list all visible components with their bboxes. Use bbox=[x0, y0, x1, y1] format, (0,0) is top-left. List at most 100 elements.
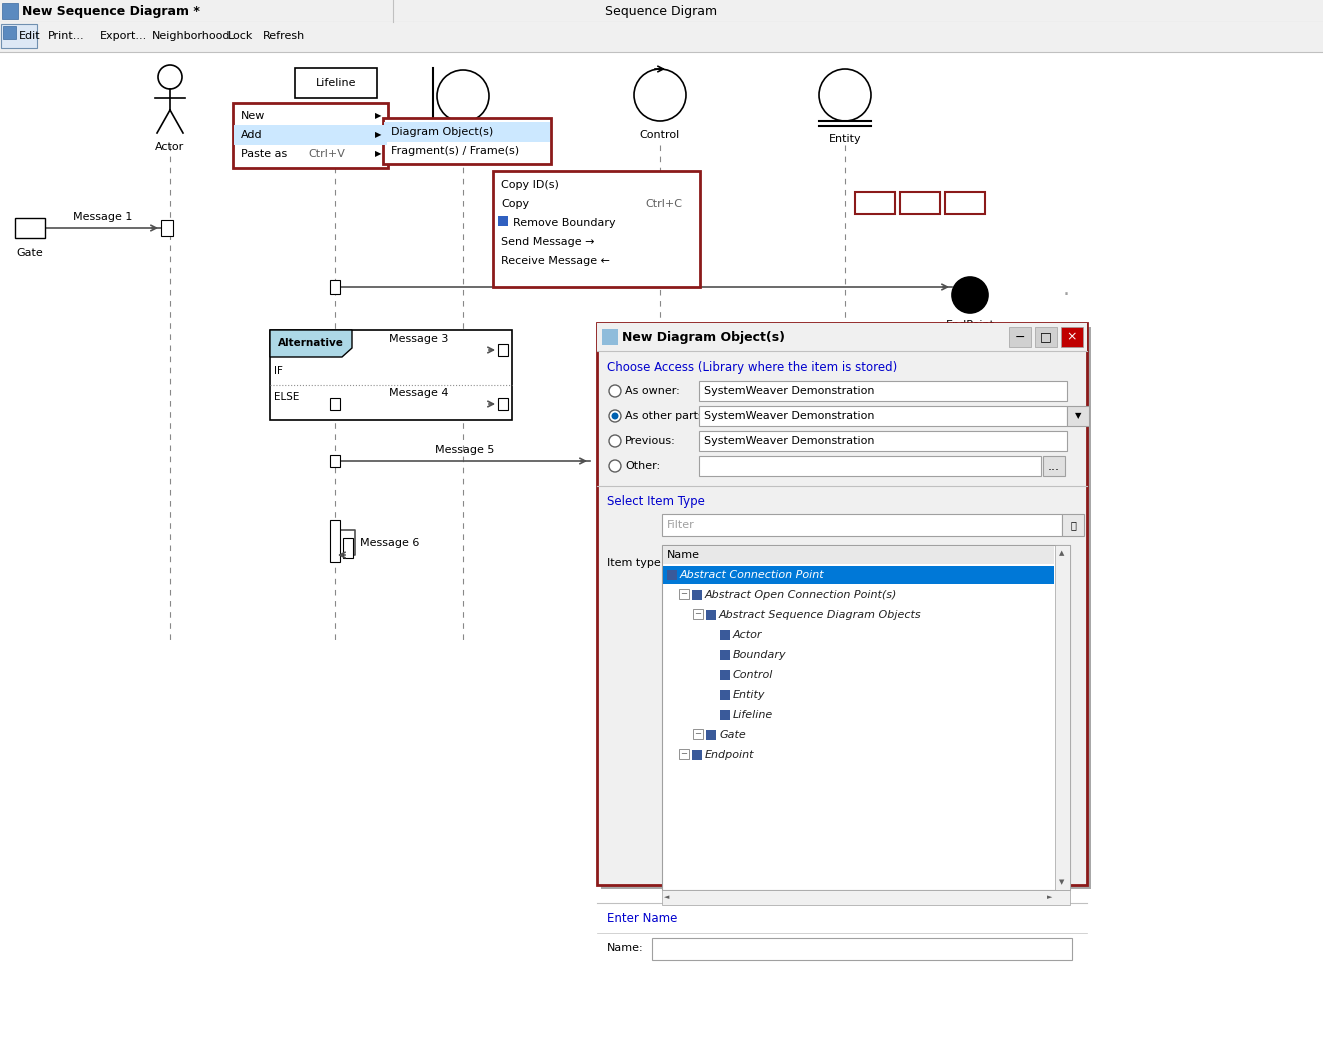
Bar bbox=[1054, 545, 1070, 889]
Text: ▼: ▼ bbox=[1060, 879, 1065, 885]
Circle shape bbox=[609, 435, 620, 447]
Text: ELSE: ELSE bbox=[274, 392, 299, 402]
Text: −: − bbox=[695, 610, 701, 618]
Bar bbox=[720, 670, 730, 680]
Text: Alternative: Alternative bbox=[278, 338, 344, 348]
Text: Receive Message ←: Receive Message ← bbox=[501, 256, 610, 266]
Bar bbox=[597, 323, 1088, 351]
Bar bbox=[3, 3, 19, 19]
Bar bbox=[497, 345, 508, 356]
Text: Message 5: Message 5 bbox=[435, 445, 495, 455]
Text: Previous:: Previous: bbox=[624, 436, 676, 446]
Text: New: New bbox=[241, 111, 266, 121]
Bar bbox=[0, 0, 1323, 22]
Circle shape bbox=[953, 277, 988, 313]
Text: Actor: Actor bbox=[155, 142, 185, 152]
Bar bbox=[900, 192, 941, 214]
Text: Paste as: Paste as bbox=[241, 149, 287, 159]
Circle shape bbox=[609, 460, 620, 472]
Bar bbox=[1035, 327, 1057, 347]
Bar bbox=[692, 590, 703, 600]
Text: 🔍: 🔍 bbox=[1070, 520, 1076, 530]
Circle shape bbox=[609, 385, 620, 397]
Text: Export...: Export... bbox=[101, 31, 147, 41]
Text: Abstract Sequence Diagram Objects: Abstract Sequence Diagram Objects bbox=[718, 610, 922, 620]
Bar bbox=[662, 545, 1070, 889]
Bar bbox=[329, 280, 340, 294]
Bar bbox=[1, 24, 37, 48]
Text: −: − bbox=[680, 750, 688, 759]
Text: New Diagram Object(s): New Diagram Object(s) bbox=[622, 331, 785, 343]
Bar bbox=[706, 610, 716, 620]
Bar bbox=[329, 345, 340, 356]
Bar bbox=[15, 218, 45, 238]
Bar bbox=[662, 514, 1062, 536]
Text: ▶: ▶ bbox=[374, 130, 381, 140]
Text: Diagram Object(s): Diagram Object(s) bbox=[392, 127, 493, 137]
Bar bbox=[234, 125, 388, 145]
Bar bbox=[699, 381, 1068, 401]
Bar bbox=[706, 730, 716, 740]
Text: As other parts:: As other parts: bbox=[624, 411, 708, 421]
Bar bbox=[693, 609, 703, 619]
Text: SystemWeaver Demonstration: SystemWeaver Demonstration bbox=[704, 436, 875, 446]
Bar bbox=[699, 406, 1068, 426]
Text: Entity: Entity bbox=[733, 690, 766, 699]
Text: Select Item Type: Select Item Type bbox=[607, 495, 705, 507]
Bar bbox=[693, 729, 703, 739]
Bar bbox=[233, 103, 388, 168]
Bar bbox=[0, 22, 1323, 52]
Text: Actor: Actor bbox=[733, 630, 762, 640]
Bar bbox=[1061, 327, 1084, 347]
Text: Message 4: Message 4 bbox=[389, 388, 448, 398]
Text: ×: × bbox=[1066, 331, 1077, 343]
Text: ...: ... bbox=[1048, 459, 1060, 473]
Bar bbox=[855, 192, 894, 214]
Text: Lifeline: Lifeline bbox=[733, 710, 773, 720]
Text: EndPoint: EndPoint bbox=[946, 321, 995, 330]
Text: −: − bbox=[695, 730, 701, 738]
Bar bbox=[720, 630, 730, 640]
Bar bbox=[497, 216, 508, 226]
Text: Remove Boundary: Remove Boundary bbox=[513, 218, 615, 228]
Text: Enter Name: Enter Name bbox=[607, 911, 677, 925]
Bar bbox=[1068, 406, 1089, 426]
Text: Message 2: Message 2 bbox=[614, 271, 673, 281]
Text: Gate: Gate bbox=[718, 730, 746, 740]
Bar bbox=[679, 589, 689, 599]
Bar bbox=[329, 520, 340, 562]
Bar bbox=[1009, 327, 1031, 347]
Bar bbox=[1043, 456, 1065, 476]
Bar bbox=[652, 938, 1072, 960]
Text: Copy: Copy bbox=[501, 199, 529, 209]
Text: Control: Control bbox=[640, 130, 680, 140]
Bar bbox=[1062, 514, 1084, 536]
Bar bbox=[343, 538, 353, 557]
Text: Lifeline: Lifeline bbox=[316, 78, 356, 88]
Bar bbox=[270, 330, 512, 420]
Text: Endpoint: Endpoint bbox=[705, 750, 754, 760]
Text: Boundary: Boundary bbox=[437, 133, 490, 143]
Bar bbox=[662, 889, 1070, 905]
Bar bbox=[720, 650, 730, 660]
Text: Send Message →: Send Message → bbox=[501, 237, 594, 247]
Text: ◄: ◄ bbox=[664, 894, 669, 900]
Text: Abstract Open Connection Point(s): Abstract Open Connection Point(s) bbox=[705, 590, 897, 600]
Text: ►: ► bbox=[1048, 894, 1053, 900]
Text: Message 6: Message 6 bbox=[360, 538, 419, 547]
Bar bbox=[679, 749, 689, 759]
Bar bbox=[497, 398, 508, 410]
Text: ▼: ▼ bbox=[1074, 411, 1081, 421]
Text: Print...: Print... bbox=[48, 31, 85, 41]
Text: Ctrl+C: Ctrl+C bbox=[646, 199, 681, 209]
Text: Boundary: Boundary bbox=[733, 650, 787, 660]
Text: SystemWeaver Demonstration: SystemWeaver Demonstration bbox=[704, 411, 875, 421]
Bar bbox=[945, 192, 986, 214]
Text: Name: Name bbox=[667, 550, 700, 560]
Text: SystemWeaver Demonstration: SystemWeaver Demonstration bbox=[704, 386, 875, 396]
Text: Other:: Other: bbox=[624, 461, 660, 471]
Text: Lock: Lock bbox=[228, 31, 254, 41]
Text: ▶: ▶ bbox=[374, 112, 381, 120]
Text: Item type:: Item type: bbox=[607, 557, 664, 568]
Text: Fragment(s) / Frame(s): Fragment(s) / Frame(s) bbox=[392, 146, 519, 156]
